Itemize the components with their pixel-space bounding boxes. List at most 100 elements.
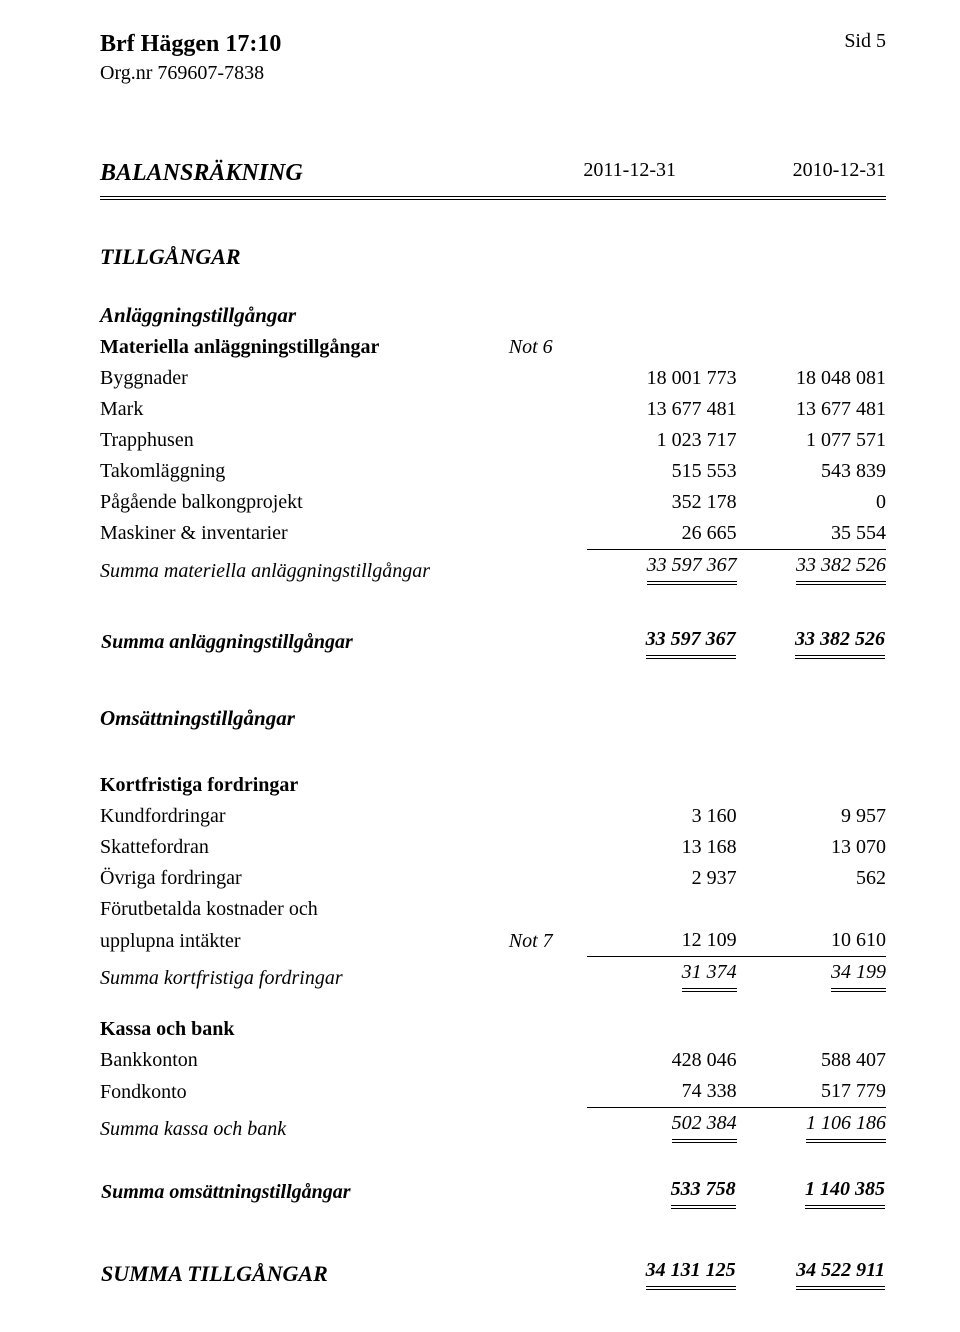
row-value: 13 677 481 xyxy=(587,394,736,425)
table-row: Skattefordran 13 168 13 070 xyxy=(100,832,886,863)
grand-total-row: SUMMA TILLGÅNGAR 34 131 125 34 522 911 xyxy=(100,1256,886,1291)
org-block: Brf Häggen 17:10 Org.nr 769607-7838 xyxy=(100,28,281,87)
total-value: 33 382 526 xyxy=(795,626,885,659)
table-row: Takomläggning 515 553 543 839 xyxy=(100,456,886,487)
total-value: 33 597 367 xyxy=(646,626,736,659)
sum-label: Summa kassa och bank xyxy=(100,1108,509,1146)
total-label: Summa anläggningstillgångar xyxy=(100,625,587,660)
material-assets-label: Materiella anläggningstillgångar xyxy=(100,332,509,363)
total-row: Summa anläggningstillgångar 33 597 367 3… xyxy=(100,625,886,660)
grand-total-label: SUMMA TILLGÅNGAR xyxy=(100,1256,587,1291)
grand-total-value: 34 131 125 xyxy=(646,1257,736,1290)
row-label: Takomläggning xyxy=(100,456,509,487)
row-label: Mark xyxy=(100,394,509,425)
col-date-1: 2011-12-31 xyxy=(526,157,676,189)
total-row: Summa omsättningstillgångar 533 758 1 14… xyxy=(100,1175,886,1210)
cash-heading: Kassa och bank xyxy=(100,1016,886,1043)
statement-title: BALANSRÄKNING xyxy=(100,157,303,189)
row-value: 18 001 773 xyxy=(587,363,736,394)
row-value: 74 338 xyxy=(587,1076,736,1108)
row-value: 26 665 xyxy=(587,518,736,550)
table-row: Kundfordringar 3 160 9 957 xyxy=(100,801,886,832)
row-value: 543 839 xyxy=(737,456,886,487)
current-assets-heading: Omsättningstillgångar xyxy=(100,704,886,732)
row-label: Fondkonto xyxy=(100,1076,509,1108)
note-ref: Not 7 xyxy=(509,925,588,957)
row-label: Byggnader xyxy=(100,363,509,394)
table-row: Förutbetalda kostnader och xyxy=(100,894,886,925)
row-value: 13 677 481 xyxy=(737,394,886,425)
sum-value: 502 384 xyxy=(672,1110,737,1143)
receivables-heading: Kortfristiga fordringar xyxy=(100,772,886,799)
page-container: Brf Häggen 17:10 Org.nr 769607-7838 Sid … xyxy=(0,0,960,1331)
table-row: Materiella anläggningstillgångar Not 6 xyxy=(100,332,886,363)
row-label: Bankkonton xyxy=(100,1045,509,1076)
note-ref: Not 6 xyxy=(509,332,588,363)
sum-value: 31 374 xyxy=(682,959,737,992)
row-value: 9 957 xyxy=(737,801,886,832)
row-value: 515 553 xyxy=(587,456,736,487)
row-label: Förutbetalda kostnader och xyxy=(100,894,509,925)
total-value: 533 758 xyxy=(671,1176,736,1209)
material-assets-table: Materiella anläggningstillgångar Not 6 B… xyxy=(100,332,886,587)
row-value: 10 610 xyxy=(737,925,886,957)
page-number: Sid 5 xyxy=(844,28,886,55)
sum-row: Summa materiella anläggningstillgångar 3… xyxy=(100,549,886,587)
page-header: Brf Häggen 17:10 Org.nr 769607-7838 Sid … xyxy=(100,28,886,87)
total-label: Summa omsättningstillgångar xyxy=(100,1175,587,1210)
row-value: 13 168 xyxy=(587,832,736,863)
row-value: 13 070 xyxy=(737,832,886,863)
total-value: 1 140 385 xyxy=(805,1176,885,1209)
sum-value: 33 382 526 xyxy=(796,552,886,585)
org-name: Brf Häggen 17:10 xyxy=(100,28,281,60)
row-value: 1 023 717 xyxy=(587,425,736,456)
row-value: 588 407 xyxy=(737,1045,886,1076)
table-row: Bankkonton 428 046 588 407 xyxy=(100,1045,886,1076)
grand-total: SUMMA TILLGÅNGAR 34 131 125 34 522 911 xyxy=(100,1256,886,1291)
row-value: 562 xyxy=(737,863,886,894)
assets-heading: TILLGÅNGAR xyxy=(100,242,886,272)
table-row: Övriga fordringar 2 937 562 xyxy=(100,863,886,894)
row-value: 1 077 571 xyxy=(737,425,886,456)
cash-table: Bankkonton 428 046 588 407 Fondkonto 74 … xyxy=(100,1045,886,1145)
sum-value: 34 199 xyxy=(831,959,886,992)
sum-row: Summa kassa och bank 502 384 1 106 186 xyxy=(100,1108,886,1146)
row-label: Maskiner & inventarier xyxy=(100,518,509,550)
row-label: upplupna intäkter xyxy=(100,925,509,957)
row-value: 2 937 xyxy=(587,863,736,894)
row-label: Pågående balkongprojekt xyxy=(100,487,509,518)
col-date-2: 2010-12-31 xyxy=(736,157,886,189)
table-row: Trapphusen 1 023 717 1 077 571 xyxy=(100,425,886,456)
sum-value: 1 106 186 xyxy=(806,1110,886,1143)
row-label: Skattefordran xyxy=(100,832,509,863)
date-columns: 2011-12-31 2010-12-31 xyxy=(526,157,886,189)
sum-label: Summa materiella anläggningstillgångar xyxy=(100,549,509,587)
row-value: 0 xyxy=(737,487,886,518)
table-row: Maskiner & inventarier 26 665 35 554 xyxy=(100,518,886,550)
row-value: 18 048 081 xyxy=(737,363,886,394)
row-value: 517 779 xyxy=(737,1076,886,1108)
table-row: Pågående balkongprojekt 352 178 0 xyxy=(100,487,886,518)
table-row: Fondkonto 74 338 517 779 xyxy=(100,1076,886,1108)
row-label: Trapphusen xyxy=(100,425,509,456)
row-value: 428 046 xyxy=(587,1045,736,1076)
current-assets-total: Summa omsättningstillgångar 533 758 1 14… xyxy=(100,1175,886,1210)
receivables-table: Kundfordringar 3 160 9 957 Skattefordran… xyxy=(100,801,886,994)
sum-value: 33 597 367 xyxy=(647,552,737,585)
row-value: 352 178 xyxy=(587,487,736,518)
row-value: 3 160 xyxy=(587,801,736,832)
statement-title-row: BALANSRÄKNING 2011-12-31 2010-12-31 xyxy=(100,157,886,199)
row-value: 12 109 xyxy=(587,925,736,957)
org-number: Org.nr 769607-7838 xyxy=(100,60,281,87)
table-row: Byggnader 18 001 773 18 048 081 xyxy=(100,363,886,394)
row-label: Övriga fordringar xyxy=(100,863,509,894)
row-value: 35 554 xyxy=(737,518,886,550)
table-row: Mark 13 677 481 13 677 481 xyxy=(100,394,886,425)
row-label: Kundfordringar xyxy=(100,801,509,832)
table-row: upplupna intäkter Not 7 12 109 10 610 xyxy=(100,925,886,957)
fixed-assets-total: Summa anläggningstillgångar 33 597 367 3… xyxy=(100,625,886,660)
grand-total-value: 34 522 911 xyxy=(796,1257,885,1290)
fixed-assets-heading: Anläggningstillgångar xyxy=(100,301,886,329)
sum-label: Summa kortfristiga fordringar xyxy=(100,957,509,995)
sum-row: Summa kortfristiga fordringar 31 374 34 … xyxy=(100,957,886,995)
